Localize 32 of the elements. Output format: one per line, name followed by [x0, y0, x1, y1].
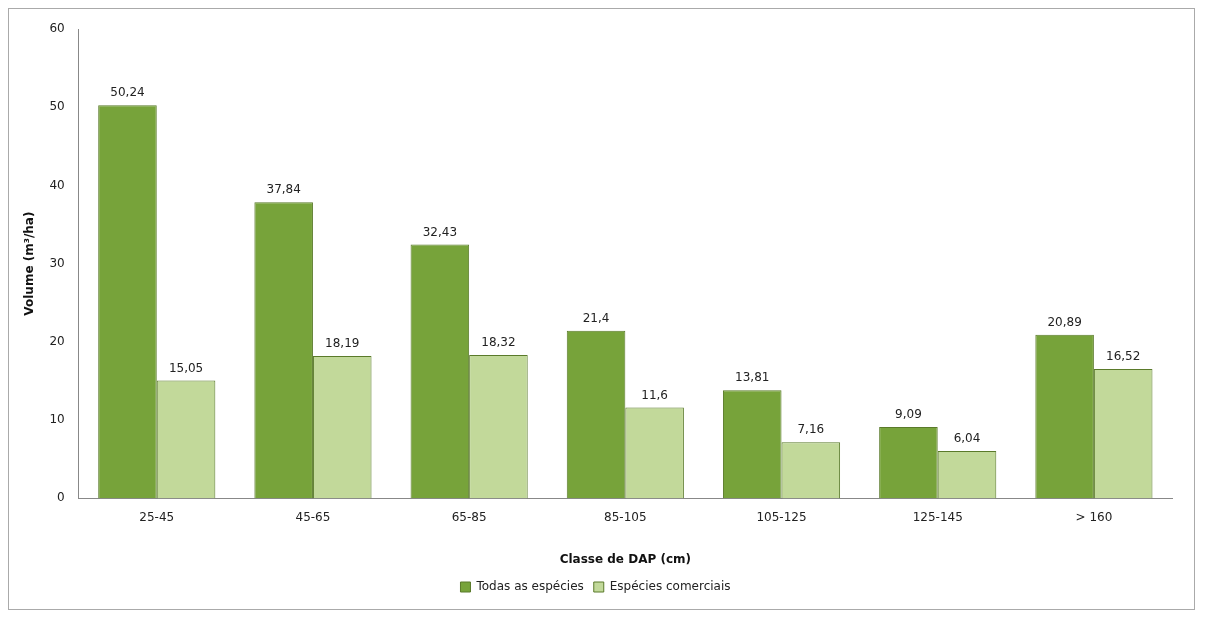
data-label: 11,6	[641, 387, 668, 402]
x-tick-label: 105-125	[756, 509, 807, 524]
data-label: 16,52	[1106, 349, 1141, 364]
data-label: 21,4	[582, 310, 610, 325]
x-tick-label: 85-105	[604, 509, 647, 524]
data-label: 37,84	[266, 182, 301, 197]
data-label: 15,05	[168, 360, 204, 375]
data-label: 13,81	[735, 370, 770, 385]
data-label: 7,16	[797, 422, 825, 437]
y-tick-label: 10	[49, 412, 65, 427]
y-axis-title: Volume (m³/ha)	[22, 211, 37, 316]
x-tick-label: 25-45	[139, 509, 175, 524]
data-label: 50,24	[110, 85, 145, 100]
x-tick-label: 45-65	[295, 509, 331, 524]
x-tick-label: > 160	[1075, 509, 1113, 524]
data-label: 18,32	[481, 335, 516, 350]
y-tick-label: 20	[49, 333, 65, 348]
x-tick-label: 65-85	[451, 509, 487, 524]
legend-label: Todas as espécies	[475, 579, 584, 594]
data-label: 6,04	[953, 431, 981, 446]
y-tick-label: 40	[49, 177, 65, 192]
y-tick-label: 60	[49, 21, 65, 36]
x-tick-label: 125-145	[912, 509, 963, 524]
data-label: 18,19	[325, 336, 360, 351]
data-label: 9,09	[895, 407, 922, 422]
y-tick-label: 0	[57, 490, 65, 505]
legend-label: Espécies comerciais	[609, 579, 731, 594]
data-label: 20,89	[1047, 314, 1082, 329]
y-tick-label: 50	[49, 99, 65, 114]
data-label: 32,43	[422, 224, 458, 239]
x-axis-title: Classe de DAP (cm)	[559, 551, 692, 566]
y-tick-label: 30	[49, 255, 65, 270]
